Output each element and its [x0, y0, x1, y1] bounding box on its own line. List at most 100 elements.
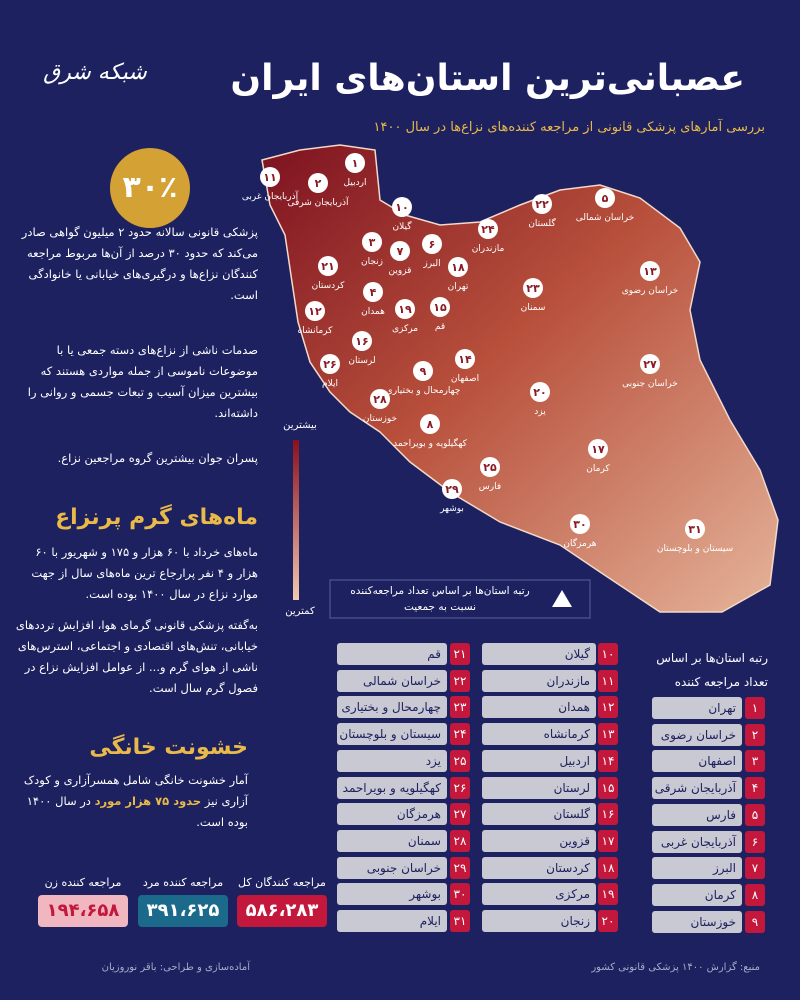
province-rank: ۲۸ — [450, 829, 470, 852]
map-province: مرکزی — [392, 324, 418, 334]
total-label: مراجعه کننده مرد — [142, 876, 224, 889]
map-marker — [318, 256, 338, 276]
map-rank: ۲ — [315, 177, 322, 190]
province-name: تهران — [652, 697, 742, 719]
province-name: کهگیلویه و بویراحمد — [337, 776, 447, 799]
map-rank: ۲۲ — [535, 198, 549, 211]
map-rank: ۲۵ — [483, 461, 497, 474]
map-marker — [478, 219, 498, 239]
map-province: قم — [435, 322, 445, 332]
legend-gradient — [293, 440, 299, 600]
map-marker — [413, 361, 433, 381]
paragraph: به‌گفته پزشکی قانونی گرمای هوا، افزایش ت… — [15, 618, 258, 695]
province-name: گیلان — [482, 643, 596, 665]
map-province: فارس — [479, 482, 501, 492]
total-label: مراجعه کننده زن — [44, 876, 122, 889]
map-province: گیلان — [393, 220, 413, 232]
province-rank: ۷ — [745, 857, 765, 880]
province-name: قزوین — [482, 829, 596, 852]
map-province: سیستان و بلوچستان — [657, 544, 733, 554]
province-name: آذربایجان شرقی — [652, 777, 742, 800]
map-rank: ۲۱ — [321, 260, 334, 273]
map-marker — [352, 331, 372, 351]
map-rank: ۱۶ — [355, 335, 368, 348]
province-rank: ۲۱ — [450, 643, 470, 665]
map-rank: ۲۴ — [481, 223, 495, 236]
map-rank: ۲۹ — [445, 483, 459, 496]
map-marker — [363, 282, 383, 302]
map-marker — [480, 457, 500, 477]
province-name: کردستان — [482, 856, 596, 879]
map-province: زنجان — [361, 257, 383, 267]
map-province: کهگیلویه و بویراحمد — [393, 437, 467, 449]
province-name: هرمزگان — [337, 803, 447, 826]
map-province: لرستان — [348, 356, 375, 366]
province-rank: ۹ — [745, 910, 765, 933]
map-marker — [588, 439, 608, 459]
map-rank: ۱۴ — [458, 353, 472, 366]
map-rank: ۱۷ — [591, 443, 605, 456]
map-rank: ۶ — [429, 238, 436, 251]
map-rank: ۹ — [420, 365, 427, 378]
province-name: البرز — [652, 857, 742, 880]
map-rank: ۱ — [352, 157, 359, 170]
province-rank: ۱۲ — [598, 696, 618, 719]
province-rank: ۱۳ — [598, 723, 618, 746]
ranking-title: رتبه استان‌ها بر اساس تعداد مراجعه کننده — [656, 651, 768, 689]
map-rank: ۱۱ — [263, 171, 276, 184]
province-rank: ۱۷ — [598, 829, 618, 852]
map-province: بوشهر — [439, 504, 464, 514]
map-marker — [442, 479, 462, 499]
map-marker — [448, 257, 468, 277]
province-rank: ۱۴ — [598, 749, 618, 772]
province-name: آذربایجان غربی — [652, 830, 742, 853]
map-rank: ۳۰ — [573, 518, 586, 531]
map-marker — [392, 197, 412, 217]
province-name: لرستان — [482, 776, 596, 799]
map-marker — [523, 278, 543, 298]
map-rank: ۱۵ — [433, 301, 447, 314]
map-marker — [430, 297, 450, 317]
map-marker — [260, 167, 280, 187]
map-marker — [595, 188, 615, 208]
map-rank: ۱۲ — [308, 305, 322, 318]
map-rank: ۱۰ — [395, 201, 408, 214]
map-province: قزوین — [389, 266, 412, 276]
province-name: بوشهر — [337, 883, 447, 906]
credit: آماده‌سازی و طراحی: باقر نوروزیان — [101, 962, 250, 973]
map-province: خراسان شمالی — [576, 213, 635, 223]
map-marker — [530, 382, 550, 402]
map-rank: ۲۶ — [323, 358, 336, 371]
section-heading: ماه‌های گرم پرنزاع — [55, 505, 258, 530]
province-name: گلستان — [482, 803, 596, 826]
province-rank: ۲۰ — [598, 910, 618, 932]
province-name: چهارمحال و بختیاری — [337, 696, 447, 719]
province-name: اصفهان — [652, 750, 742, 773]
province-name: یزد — [337, 749, 447, 772]
map-rank: ۳ — [369, 236, 376, 249]
map-rank: ۳۱ — [688, 523, 701, 536]
map-province: گلستان — [528, 217, 556, 229]
note-icon — [552, 590, 572, 607]
province-name: مرکزی — [482, 883, 596, 906]
paragraph: پزشکی قانونی سالانه حدود ۲ میلیون گواهی … — [21, 225, 258, 302]
paragraph: صدمات ناشی از نزاع‌های دسته جمعی یا با م… — [27, 343, 258, 420]
map-province: سمنان — [521, 303, 546, 313]
province-rank: ۱۱ — [598, 669, 618, 692]
map-rank: ۷ — [397, 245, 404, 258]
map-province: خوزستان — [363, 414, 397, 424]
map-province: خراسان رضوی — [622, 286, 678, 296]
province-rank: ۳ — [745, 750, 765, 773]
map-province: اردبیل — [344, 178, 367, 188]
map-province: خراسان جنوبی — [622, 379, 678, 389]
map-province: کردستان — [312, 281, 346, 291]
map-province: کرمان — [586, 464, 610, 474]
map-marker — [455, 349, 475, 369]
text: آمار خشونت خانگی شامل همسرآزاری و کودک آ… — [23, 773, 248, 808]
legend-low: کمترین — [285, 606, 315, 617]
paragraph: ماه‌های خرداد با ۶۰ هزار و ۱۷۵ و شهریور … — [31, 545, 258, 601]
province-name: خراسان رضوی — [652, 723, 742, 746]
